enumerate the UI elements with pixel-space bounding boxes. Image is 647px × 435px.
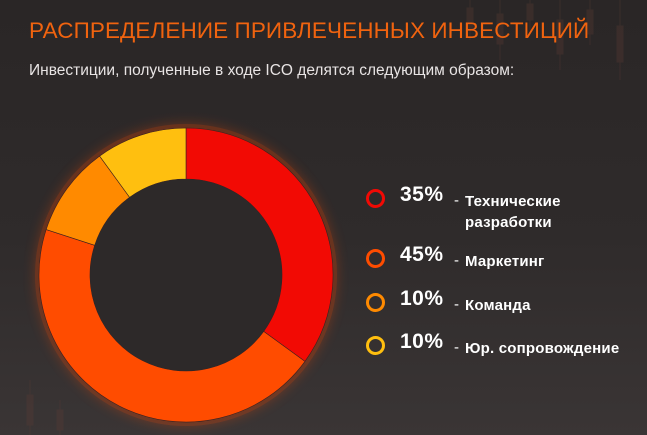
legend-separator: - bbox=[454, 339, 459, 356]
legend-separator: - bbox=[454, 192, 459, 209]
legend-label: Юр. сопровождение bbox=[465, 340, 620, 357]
legend-swatch-ring-icon bbox=[366, 336, 385, 355]
page-title: РАСПРЕДЕЛЕНИЕ ПРИВЛЕЧЕННЫХ ИНВЕСТИЦИЙ bbox=[29, 18, 590, 43]
legend-separator: - bbox=[454, 296, 459, 313]
donut-hole bbox=[90, 179, 282, 371]
legend-swatch-ring-icon bbox=[366, 189, 385, 208]
legend-swatch-ring-icon bbox=[366, 293, 385, 312]
legend-label: Технические разработки bbox=[465, 193, 561, 231]
page-subtitle: Инвестиции, полученные в ходе ICO делятс… bbox=[29, 62, 515, 79]
legend-percent: 45% bbox=[400, 243, 444, 266]
legend-percent: 35% bbox=[400, 183, 444, 206]
legend-percent: 10% bbox=[400, 287, 444, 310]
legend-label: Маркетинг bbox=[465, 253, 545, 270]
donut-slice-4 bbox=[99, 127, 187, 198]
legend-percent: 10% bbox=[400, 330, 444, 353]
legend-label: Команда bbox=[465, 297, 531, 314]
donut-slices bbox=[38, 127, 334, 423]
legend-separator: - bbox=[454, 252, 459, 269]
legend-swatch-ring-icon bbox=[366, 249, 385, 268]
